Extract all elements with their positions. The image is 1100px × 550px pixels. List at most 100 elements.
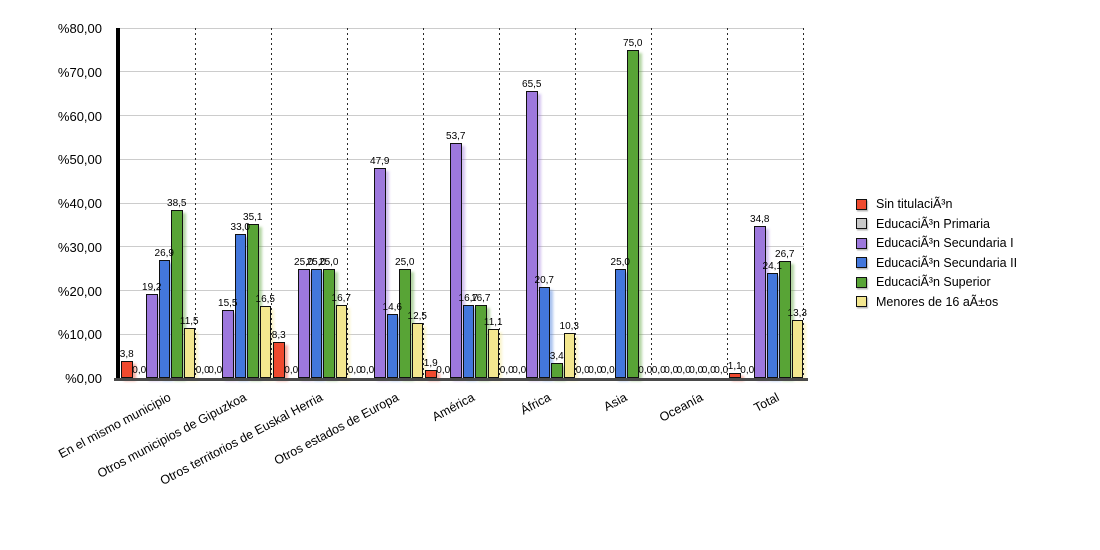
bar: 26,7 xyxy=(775,250,794,378)
bar: 75,0 xyxy=(623,38,642,378)
bar: 25,0 xyxy=(319,257,338,378)
bar-group: 8,3 0,0 25,0 25,0 25,0 16,7 xyxy=(272,28,351,378)
x-category-label: África xyxy=(518,390,554,418)
bar-value-label: 25,0 xyxy=(294,256,314,268)
bar-value-label: 0,0 xyxy=(347,365,362,376)
x-axis-line xyxy=(114,378,808,381)
bar-value-label: 0,0 xyxy=(651,365,666,376)
bar-value-label: 0,0 xyxy=(638,365,653,376)
legend-item: Menores de 16 aÃ±os xyxy=(856,294,1017,309)
legend-swatch-icon xyxy=(856,257,867,269)
bar: 25,0 xyxy=(611,257,630,378)
bar-value-label: 75,0 xyxy=(623,37,643,49)
bar-value-label: 11,5 xyxy=(179,315,199,327)
plot-area: 3,8 0,0 19,2 26,9 38,5 11,5 0,0 0,0 15,5 33,0 35,1… xyxy=(114,27,808,381)
y-tick-label: %10,00 xyxy=(57,327,102,343)
bar-value-label: 26,7 xyxy=(775,249,795,261)
bar-value-label: 0,0 xyxy=(701,365,716,376)
bar-value-label: 0,0 xyxy=(714,365,729,376)
bar-value-label: 0,0 xyxy=(676,365,691,376)
bar-value-label: 34,8 xyxy=(750,213,770,225)
legend-item: EducaciÃ³n Superior xyxy=(856,276,1017,289)
bar: 16,7 xyxy=(471,293,490,378)
bar-value-label: 16,7 xyxy=(458,292,478,304)
legend-swatch-icon xyxy=(856,218,867,230)
group-separator-line xyxy=(727,28,728,378)
bar-value-label: 0,0 xyxy=(208,365,223,376)
legend-swatch-icon xyxy=(856,276,867,288)
y-tick-label: %50,00 xyxy=(57,152,102,168)
bar-value-label: 3,8 xyxy=(119,349,134,361)
y-tick-label: %80,00 xyxy=(57,21,102,36)
bar: 16,5 xyxy=(256,294,275,378)
legend-swatch-icon xyxy=(856,237,867,249)
bar-value-label: 0,0 xyxy=(499,365,514,376)
gridline xyxy=(120,246,804,248)
bar-group: 0,0 0,0 65,5 20,7 3,4 10,3 xyxy=(499,28,579,378)
bar: 12,5 xyxy=(408,312,427,378)
y-axis-tick-labels: %0,00 %10,00 %20,00 %30,00 %40,00 %50,00 %60,0… xyxy=(0,22,112,385)
legend-label: Sin titulaciÃ³n xyxy=(876,197,953,211)
bar: 25,0 xyxy=(307,257,326,378)
legend-label: EducaciÃ³n Primaria xyxy=(876,216,990,231)
bar: 1,9 xyxy=(424,358,438,378)
group-separator-line xyxy=(271,28,272,378)
bar-value-label: 16,7 xyxy=(471,292,491,304)
legend-label: EducaciÃ³n Superior xyxy=(876,275,991,289)
x-axis-category-labels: En el mismo municipio Otros municipios de… xyxy=(56,385,804,515)
bar: 25,0 xyxy=(294,257,313,378)
bar-value-label: 3,4 xyxy=(549,351,564,363)
legend: Sin titulaciÃ³n EducaciÃ³n Primaria Educac… xyxy=(856,198,1017,308)
bar-value-label: 0,0 xyxy=(664,365,679,376)
bar-value-label: 11,1 xyxy=(483,317,503,329)
bar-value-label: 35,1 xyxy=(243,212,263,224)
bar-group: 0,0 0,0 47,9 14,6 25,0 12,5 xyxy=(347,28,427,378)
gridline xyxy=(120,71,804,73)
y-tick-label: %0,00 xyxy=(65,371,102,386)
bar: 24,1 xyxy=(763,261,782,378)
group-separator-line xyxy=(575,28,576,378)
bar-group: 0,0 0,0 0,0 25,0 75,0 0,0 xyxy=(576,28,652,378)
bar: 1,1 xyxy=(728,362,742,378)
bar: 35,1 xyxy=(243,213,262,378)
bar-value-label: 47,9 xyxy=(370,156,390,168)
bar-value-label: 0,0 xyxy=(284,365,299,376)
y-tick-label: %20,00 xyxy=(57,283,102,299)
bar-value-label: 0,0 xyxy=(436,365,451,376)
y-tick-label: %30,00 xyxy=(57,239,102,255)
bar-value-label: 16,5 xyxy=(255,293,275,305)
bar-value-label: 0,0 xyxy=(689,365,704,376)
bar-value-label: 0,0 xyxy=(132,365,147,376)
bar-group: 0,0 0,0 15,5 33,0 35,1 16,5 xyxy=(196,28,275,378)
y-tick-label: %40,00 xyxy=(57,196,102,211)
legend-item: EducaciÃ³n Secundaria II xyxy=(856,256,1017,270)
group-separator-line xyxy=(347,28,348,378)
gridline xyxy=(120,27,804,29)
gridline xyxy=(120,202,804,204)
bar-value-label: 0,0 xyxy=(360,365,375,376)
bar: 13,3 xyxy=(788,308,807,378)
legend-swatch-icon xyxy=(856,198,867,210)
bar: 11,1 xyxy=(484,318,503,378)
legend-label: Menores de 16 aÃ±os xyxy=(876,294,999,309)
bar: 33,0 xyxy=(231,222,250,378)
bar-value-label: 25,0 xyxy=(319,256,339,268)
legend-swatch-icon xyxy=(856,296,867,308)
gridline xyxy=(120,290,804,291)
bar-value-label: 33,0 xyxy=(230,221,250,233)
bar: 3,4 xyxy=(550,352,564,378)
bar-value-label: 26,9 xyxy=(154,248,174,260)
bar: 25,0 xyxy=(395,257,414,378)
bar-value-label: 14,6 xyxy=(382,302,402,314)
bar-value-label: 20,7 xyxy=(534,275,554,287)
bar: 16,7 xyxy=(459,293,478,378)
x-category-label: Total xyxy=(751,390,782,415)
bar-value-label: 38,5 xyxy=(167,197,187,209)
bar-value-label: 19,2 xyxy=(142,282,162,293)
bar-group: 1,9 0,0 53,7 16,7 16,7 11,1 xyxy=(424,28,503,378)
group-separator-line xyxy=(651,28,652,378)
bar-value-label: 0,0 xyxy=(512,365,527,376)
x-category-label: América xyxy=(430,390,478,425)
group-separator-line xyxy=(499,28,500,378)
